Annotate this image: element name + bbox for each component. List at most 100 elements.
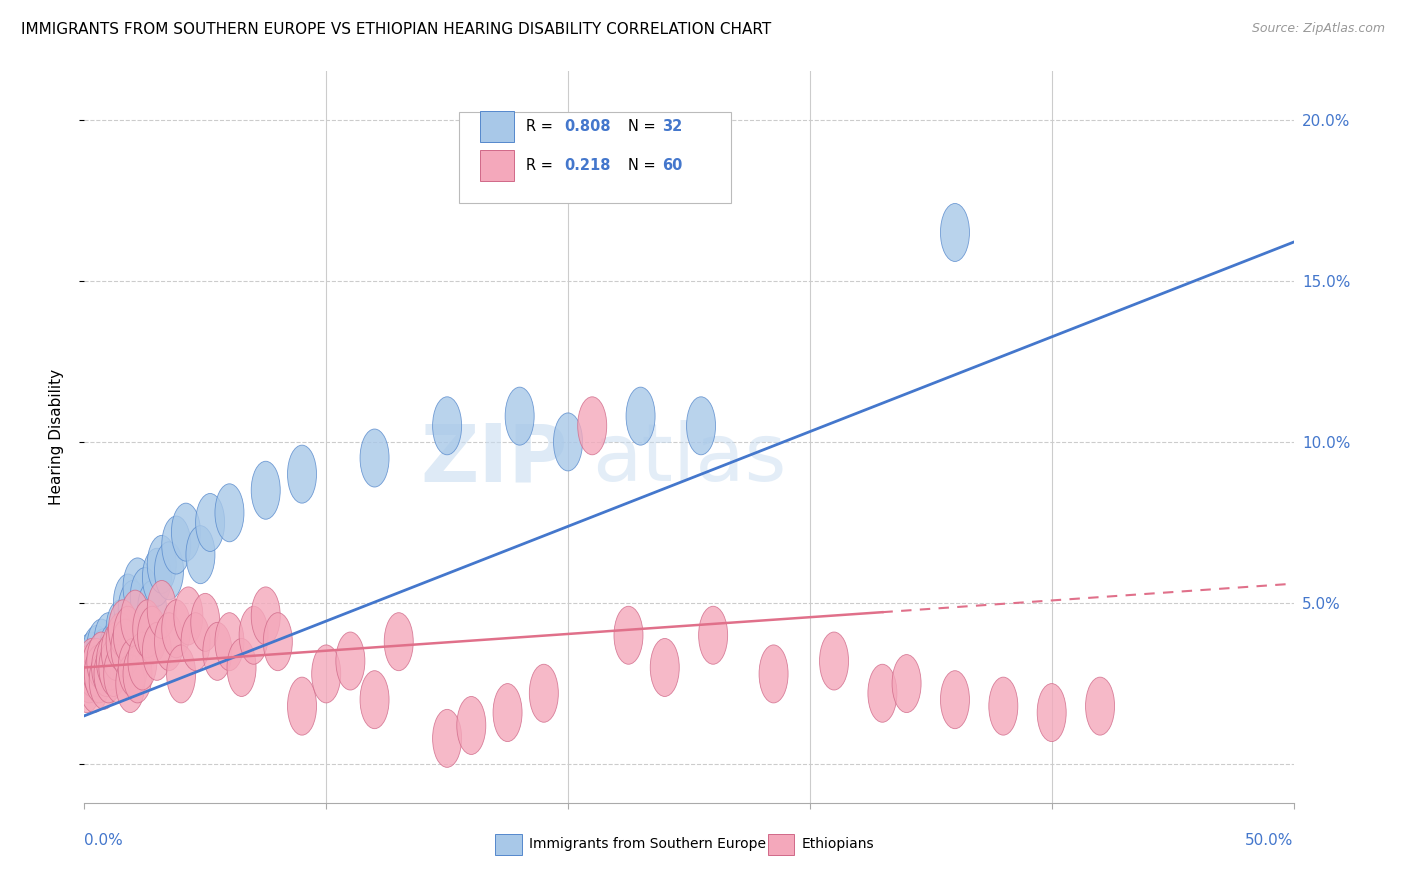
- Ellipse shape: [433, 397, 461, 455]
- Ellipse shape: [84, 645, 114, 703]
- Ellipse shape: [80, 655, 108, 713]
- Ellipse shape: [114, 607, 142, 665]
- Ellipse shape: [91, 639, 121, 697]
- Ellipse shape: [82, 639, 111, 697]
- Ellipse shape: [98, 623, 128, 681]
- Ellipse shape: [166, 645, 195, 703]
- Ellipse shape: [202, 623, 232, 681]
- Text: 32: 32: [662, 120, 682, 135]
- Ellipse shape: [226, 639, 256, 697]
- Ellipse shape: [138, 581, 166, 639]
- Ellipse shape: [148, 535, 176, 593]
- Text: R =: R =: [526, 120, 557, 135]
- Ellipse shape: [108, 599, 138, 657]
- Text: 0.218: 0.218: [564, 158, 610, 173]
- Ellipse shape: [105, 613, 135, 671]
- Ellipse shape: [121, 591, 149, 648]
- Ellipse shape: [101, 623, 131, 681]
- Ellipse shape: [626, 387, 655, 445]
- Text: R =: R =: [526, 158, 557, 173]
- Bar: [479, 150, 513, 181]
- Ellipse shape: [312, 645, 340, 703]
- Ellipse shape: [128, 632, 157, 690]
- Ellipse shape: [215, 483, 245, 541]
- Ellipse shape: [82, 625, 111, 683]
- Ellipse shape: [75, 645, 104, 703]
- Ellipse shape: [181, 613, 209, 671]
- Text: 0.808: 0.808: [564, 120, 612, 135]
- Ellipse shape: [162, 599, 191, 657]
- Ellipse shape: [186, 525, 215, 583]
- Ellipse shape: [174, 587, 202, 645]
- Ellipse shape: [239, 607, 269, 665]
- Ellipse shape: [554, 413, 582, 471]
- Ellipse shape: [87, 619, 115, 677]
- Ellipse shape: [941, 671, 970, 729]
- Text: N =: N =: [628, 120, 661, 135]
- Ellipse shape: [360, 429, 389, 487]
- Ellipse shape: [384, 613, 413, 671]
- Ellipse shape: [142, 549, 172, 607]
- Ellipse shape: [115, 655, 145, 713]
- Ellipse shape: [77, 632, 105, 690]
- Ellipse shape: [132, 599, 162, 657]
- Ellipse shape: [287, 445, 316, 503]
- Text: 0.0%: 0.0%: [84, 833, 124, 848]
- Ellipse shape: [142, 623, 172, 681]
- Ellipse shape: [138, 607, 166, 665]
- Bar: [479, 112, 513, 142]
- Ellipse shape: [148, 581, 176, 639]
- Ellipse shape: [75, 639, 104, 697]
- Ellipse shape: [578, 397, 607, 455]
- Text: ZIP: ZIP: [420, 420, 568, 498]
- Ellipse shape: [124, 558, 152, 615]
- Ellipse shape: [84, 639, 114, 697]
- Ellipse shape: [457, 697, 486, 755]
- Text: Immigrants from Southern Europe: Immigrants from Southern Europe: [529, 838, 766, 852]
- Ellipse shape: [699, 607, 728, 665]
- Text: 60: 60: [662, 158, 683, 173]
- Text: N =: N =: [628, 158, 661, 173]
- Ellipse shape: [191, 593, 219, 651]
- Ellipse shape: [759, 645, 789, 703]
- Ellipse shape: [1038, 683, 1066, 741]
- Text: IMMIGRANTS FROM SOUTHERN EUROPE VS ETHIOPIAN HEARING DISABILITY CORRELATION CHAR: IMMIGRANTS FROM SOUTHERN EUROPE VS ETHIO…: [21, 22, 772, 37]
- Ellipse shape: [118, 581, 148, 639]
- Ellipse shape: [287, 677, 316, 735]
- Ellipse shape: [94, 613, 124, 671]
- Ellipse shape: [155, 613, 184, 671]
- Ellipse shape: [868, 665, 897, 723]
- Ellipse shape: [494, 683, 522, 741]
- Ellipse shape: [252, 461, 280, 519]
- Ellipse shape: [89, 651, 118, 709]
- FancyBboxPatch shape: [460, 112, 731, 203]
- Ellipse shape: [114, 574, 142, 632]
- Ellipse shape: [94, 645, 124, 703]
- Text: 50.0%: 50.0%: [1246, 833, 1294, 848]
- Text: atlas: atlas: [592, 420, 786, 498]
- Ellipse shape: [941, 203, 970, 261]
- Ellipse shape: [529, 665, 558, 723]
- Ellipse shape: [105, 599, 135, 657]
- Ellipse shape: [433, 709, 461, 767]
- Ellipse shape: [98, 639, 128, 697]
- Ellipse shape: [988, 677, 1018, 735]
- Ellipse shape: [650, 639, 679, 697]
- Y-axis label: Hearing Disability: Hearing Disability: [49, 369, 63, 505]
- Ellipse shape: [820, 632, 849, 690]
- Ellipse shape: [118, 639, 148, 697]
- Ellipse shape: [505, 387, 534, 445]
- Ellipse shape: [195, 493, 225, 551]
- Ellipse shape: [686, 397, 716, 455]
- Ellipse shape: [1085, 677, 1115, 735]
- Ellipse shape: [263, 613, 292, 671]
- Ellipse shape: [89, 629, 118, 687]
- Ellipse shape: [215, 613, 245, 671]
- Ellipse shape: [162, 516, 191, 574]
- Bar: [768, 833, 794, 855]
- Ellipse shape: [360, 671, 389, 729]
- Ellipse shape: [155, 541, 184, 599]
- Bar: [495, 833, 522, 855]
- Ellipse shape: [252, 587, 280, 645]
- Ellipse shape: [891, 655, 921, 713]
